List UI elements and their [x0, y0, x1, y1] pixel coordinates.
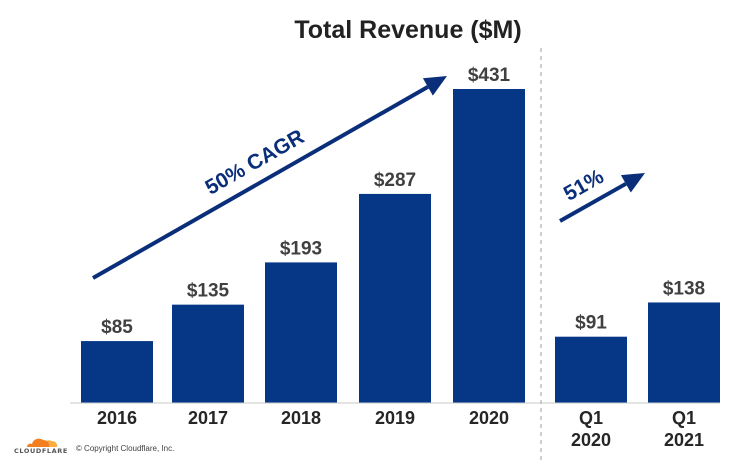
category-label: 2016: [97, 408, 137, 428]
value-label: $138: [663, 278, 705, 299]
bar-1-1: [648, 302, 720, 403]
value-label: $287: [374, 170, 416, 191]
value-label: $85: [101, 317, 133, 338]
chart-title: Total Revenue ($M): [294, 16, 521, 44]
category-label: 2021: [664, 430, 704, 450]
copyright-text: © Copyright Cloudflare, Inc.: [75, 443, 175, 453]
bar-0-2: [265, 262, 337, 403]
quarterly-growth-arrow: [559, 182, 627, 223]
bar-0-0: [81, 341, 153, 403]
category-label: Q1: [672, 408, 696, 428]
value-label: $91: [575, 313, 607, 334]
bar-1-0: [555, 336, 627, 403]
footer: CLOUDFLARE © Copyright Cloudflare, Inc.: [14, 433, 174, 457]
category-label: 2020: [469, 408, 509, 428]
cagr-arrow: [92, 85, 429, 280]
value-label: $431: [468, 65, 511, 86]
value-label: $193: [280, 238, 322, 259]
bar-0-3: [359, 193, 431, 403]
category-label: 2020: [571, 430, 611, 450]
bar-0-1: [172, 304, 244, 403]
category-label: Q1: [579, 408, 603, 428]
bar-0-4: [453, 89, 525, 403]
category-label: 2019: [375, 408, 415, 428]
category-label: 2018: [281, 408, 321, 428]
cagr-arrowhead: [422, 76, 447, 96]
category-label: 2017: [188, 408, 228, 428]
logo-wordmark: CLOUDFLARE: [14, 447, 68, 455]
quarterly-growth-arrowhead: [620, 173, 645, 193]
value-label: $135: [187, 281, 230, 302]
cloud-icon: [26, 438, 58, 447]
cloudflare-logo: CLOUDFLARE: [14, 435, 68, 455]
